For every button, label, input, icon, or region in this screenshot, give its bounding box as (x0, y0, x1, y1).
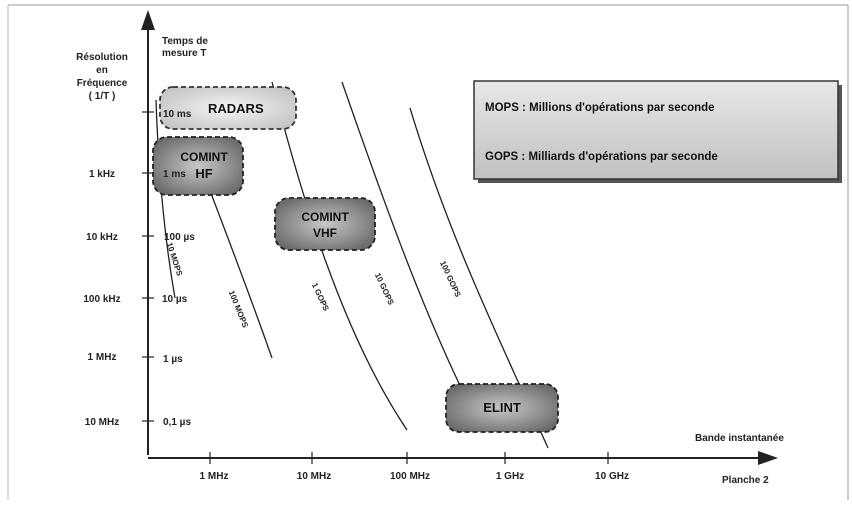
freq-label-1mhz: 1 MHz (88, 352, 117, 363)
legend-mops: MOPS : Millions d'opérations par seconde (485, 102, 715, 114)
time-label-10us: 10 µs (162, 294, 188, 305)
time-label-100us: 100 µs (164, 232, 195, 243)
comint-hf-line2: HF (195, 166, 212, 181)
x-tick-10mhz: 10 MHz (297, 471, 331, 482)
radars-label: RADARS (208, 101, 264, 116)
x-tick-10ghz: 10 GHz (595, 471, 629, 482)
curve-label-100mops: 100 MOPS (227, 289, 250, 329)
elint-label: ELINT (483, 400, 521, 415)
x-tick-100mhz: 100 MHz (390, 471, 430, 482)
comint-vhf-line1: COMINT (301, 210, 349, 224)
time-label-1ms: 1 ms (163, 169, 186, 180)
time-label-1us: 1 µs (163, 354, 183, 365)
curve-10-gops (341, 81, 483, 431)
x-axis-arrowhead (758, 451, 778, 465)
comint-vhf-line2: VHF (313, 226, 337, 240)
x-tick-1mhz: 1 MHz (200, 471, 229, 482)
y-title-left-2: en (96, 65, 108, 76)
y-axis-ticks (142, 111, 154, 422)
y-title-left-3: Fréquence (77, 78, 128, 89)
x-tick-1ghz: 1 GHz (496, 471, 524, 482)
comint-hf-line1: COMINT (180, 150, 228, 164)
legend-panel (473, 80, 839, 180)
time-label-10ms: 10 ms (163, 109, 192, 120)
radars-box: RADARS (159, 86, 297, 130)
curve-label-10mops: 10 MOPS (165, 241, 184, 277)
comint-hf-box: COMINT HF (152, 136, 244, 196)
curve-10-mops (155, 99, 176, 299)
curve-1-gops (271, 81, 408, 431)
x-axis-title: Bande instantanée (695, 433, 784, 444)
legend-gops: GOPS : Milliards d'opérations par second… (485, 151, 718, 163)
y-axis-arrowhead (141, 10, 155, 30)
x-axis-ticks (209, 452, 609, 464)
y-title-left-4: ( 1/T ) (89, 91, 116, 102)
comint-vhf-box: COMINT VHF (274, 197, 376, 251)
freq-label-10mhz: 10 MHz (85, 417, 119, 428)
y-title-right-2: mesure T (162, 48, 206, 59)
legend-box: MOPS : Millions d'opérations par seconde… (473, 80, 842, 183)
time-label-0-1us: 0,1 µs (163, 417, 191, 428)
freq-label-100khz: 100 kHz (83, 294, 120, 305)
plate-label: Planche 2 (722, 475, 769, 486)
freq-label-1khz: 1 kHz (89, 169, 115, 180)
y-title-left-1: Résolution (76, 52, 128, 63)
curve-label-10gops: 10 GOPS (373, 272, 396, 307)
curve-100-mops (203, 174, 273, 359)
freq-label-10khz: 10 kHz (86, 232, 118, 243)
elint-box: ELINT (445, 383, 559, 433)
curve-label-100gops: 100 GOPS (438, 260, 463, 299)
curve-label-1gops: 1 GOPS (310, 282, 331, 313)
y-title-right-1: Temps de (162, 36, 208, 47)
